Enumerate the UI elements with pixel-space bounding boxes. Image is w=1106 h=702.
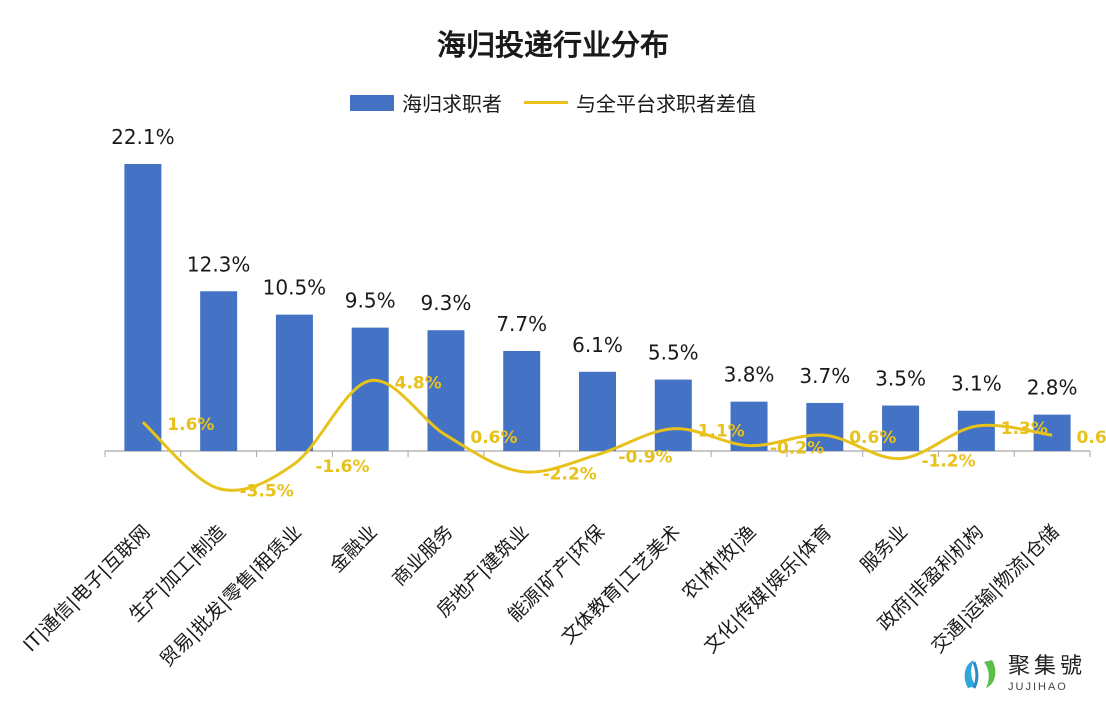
bar [275, 314, 313, 451]
bar-value-label: 6.1% [572, 333, 623, 357]
category-label: 交通|运输|物流|仓储 [927, 521, 1064, 658]
category-label: 商业服务 [388, 521, 457, 590]
legend-label-line: 与全平台求职者差值 [576, 92, 756, 116]
legend-label-bars: 海归求职者 [402, 92, 502, 116]
bar [503, 351, 541, 451]
watermark-logo: 聚集號 JUJIHAO [960, 650, 1100, 698]
line-value-label: -1.6% [315, 457, 369, 477]
logo-text-cn: 聚集號 [1008, 653, 1087, 679]
bar [654, 379, 692, 451]
bar-value-label: 3.1% [951, 372, 1002, 396]
category-label: 文化|传媒|娱乐|体育 [700, 521, 837, 658]
line-value-label: 4.8% [395, 374, 442, 394]
line-value-label: -0.2% [770, 439, 824, 459]
bar-value-label: 3.7% [799, 364, 850, 388]
category-label: 服务业 [856, 521, 912, 577]
line-value-label: 0.6% [849, 428, 896, 448]
line-value-label: 0.6% [1077, 428, 1106, 448]
logo-text: 聚集號 JUJIHAO [1008, 653, 1087, 693]
bar-value-label: 7.7% [496, 312, 547, 336]
bar-value-label: 22.1% [111, 125, 175, 149]
bar-value-label: 3.8% [724, 363, 775, 387]
bar [351, 327, 389, 451]
bar [427, 330, 465, 451]
line-value-label: -0.9% [618, 448, 672, 468]
category-label: 金融业 [326, 521, 382, 577]
bar-value-label: 3.5% [875, 367, 926, 391]
line-value-label: 1.6% [167, 415, 214, 435]
logo-text-en: JUJIHAO [1008, 680, 1068, 693]
line-value-label: -3.5% [240, 482, 294, 502]
legend-swatch-line [524, 101, 568, 104]
bar-value-label: 12.3% [187, 252, 251, 276]
legend-swatch-bar [350, 94, 394, 111]
line-value-label: -2.2% [543, 465, 597, 485]
bar [200, 291, 238, 451]
legend-item-bars: 海归求职者 [350, 88, 502, 117]
bar-value-label: 10.5% [263, 276, 327, 300]
bar [806, 402, 844, 451]
category-label: 贸易|批发|零售|租赁业 [156, 521, 306, 671]
bar-value-label: 2.8% [1027, 376, 1078, 400]
bar [579, 371, 616, 451]
chart-title: 海归投递行业分布 [436, 28, 669, 62]
bar [124, 164, 162, 451]
line-value-label: 1.1% [698, 422, 745, 442]
series-line [141, 378, 1053, 492]
bar-value-label: 9.5% [345, 289, 396, 313]
legend: 海归求职者 与全平台求职者差值 [0, 88, 1106, 117]
logo-icon [964, 660, 996, 689]
legend-item-line: 与全平台求职者差值 [524, 88, 756, 117]
bar-value-label: 9.3% [421, 291, 472, 315]
line-value-label: 0.6% [470, 428, 517, 448]
line-value-label: -1.2% [921, 452, 975, 472]
line-value-label: 1.3% [1001, 419, 1048, 439]
category-label: 农|林|牧|渔 [678, 521, 761, 604]
category-label: IT|通信|电子|互联网 [19, 521, 154, 656]
bar [882, 405, 920, 451]
bar-value-label: 5.5% [648, 341, 699, 365]
